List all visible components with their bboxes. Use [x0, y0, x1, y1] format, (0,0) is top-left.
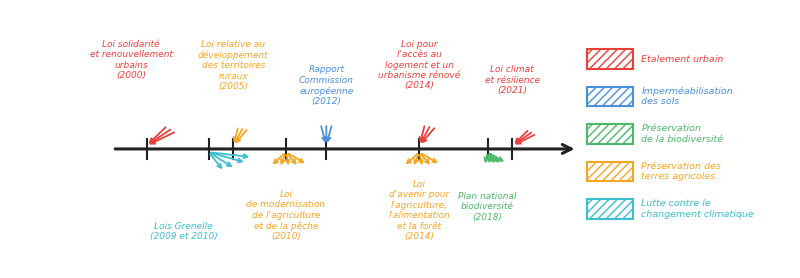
Bar — [586, 162, 634, 181]
Text: Plan national
biodiversité
(2018): Plan national biodiversité (2018) — [458, 192, 517, 222]
Text: Loi solidarité
et renouvellement
urbains
(2000): Loi solidarité et renouvellement urbains… — [90, 40, 173, 80]
Text: Loi pour
l'accès au
logement et un
urbanisme rénové
(2014): Loi pour l'accès au logement et un urban… — [378, 40, 461, 90]
Bar — [586, 87, 634, 106]
Text: Rapport
Commission
européenne
(2012): Rapport Commission européenne (2012) — [298, 65, 354, 106]
Text: Loi
de modernisation
de l'agriculture
et de la pêche
(2010): Loi de modernisation de l'agriculture et… — [246, 190, 326, 241]
Text: Loi relative au
développement
des territoires
ruraux
(2005): Loi relative au développement des territ… — [198, 40, 269, 91]
Text: Imperméabilisation
des sols: Imperméabilisation des sols — [642, 86, 733, 106]
Text: Lois Grenelle
(2009 et 2010): Lois Grenelle (2009 et 2010) — [150, 222, 218, 241]
Bar — [586, 49, 634, 69]
Bar — [586, 49, 634, 69]
Text: Loi
d'avenir pour
l'agriculture,
l'alimentation
et la forêt
(2014): Loi d'avenir pour l'agriculture, l'alime… — [389, 180, 450, 241]
Bar — [586, 162, 634, 181]
Bar — [586, 124, 634, 144]
Text: Lutte contre le
changement climatique: Lutte contre le changement climatique — [642, 199, 754, 219]
Bar — [586, 87, 634, 106]
Bar — [586, 199, 634, 219]
Bar — [586, 199, 634, 219]
Text: Préservation des
terres agricoles: Préservation des terres agricoles — [642, 162, 721, 181]
Text: Etalement urbain: Etalement urbain — [642, 54, 724, 64]
Bar — [586, 124, 634, 144]
Text: Loi climat
et résilience
(2021): Loi climat et résilience (2021) — [485, 65, 540, 95]
Text: Préservation
de la biodiversité: Préservation de la biodiversité — [642, 124, 723, 144]
